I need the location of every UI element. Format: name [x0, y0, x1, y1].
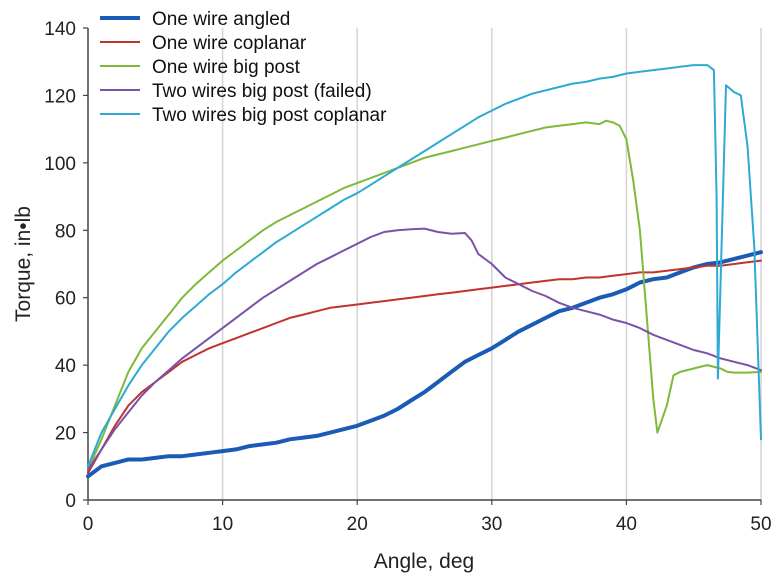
series-line-5: [87, 64, 762, 468]
x-tick-label-0: 0: [83, 514, 94, 535]
y-tick-label-0: 0: [65, 491, 76, 512]
legend-label-5: Two wires big post coplanar: [152, 105, 387, 126]
y-tick-label-80: 80: [55, 221, 76, 242]
x-tick-label-50: 50: [750, 514, 771, 535]
series-line-2: [87, 259, 762, 474]
series-line-3: [87, 119, 762, 471]
series-line-4: [87, 227, 762, 471]
plot-area: [88, 28, 761, 500]
legend-label-3: One wire big post: [152, 57, 301, 78]
x-tick-label-40: 40: [616, 514, 637, 535]
y-tick-label-60: 60: [55, 289, 76, 310]
legend-label-2: One wire coplanar: [152, 33, 307, 54]
x-tick-label-20: 20: [347, 514, 368, 535]
axes: [83, 27, 762, 505]
y-tick-label-100: 100: [44, 154, 76, 175]
y-tick-label-40: 40: [55, 356, 76, 377]
x-tick-label-10: 10: [212, 514, 233, 535]
series-line-1: [86, 250, 763, 479]
y-tick-label-140: 140: [44, 19, 76, 40]
x-tick-label-30: 30: [481, 514, 502, 535]
legend: One wire angled One wire coplanar One wire…: [100, 9, 387, 126]
legend-label-1: One wire angled: [152, 9, 290, 30]
legend-label-4: Two wires big post (failed): [152, 81, 372, 102]
y-axis-title: Torque, in•lb: [12, 206, 35, 322]
y-tick-label-120: 120: [44, 86, 76, 107]
y-tick-label-20: 20: [55, 424, 76, 445]
x-axis-title: Angle, deg: [374, 550, 474, 573]
tick-labels: 0 20 40 60 80 100 120 140 0 10 20 30 40 50: [44, 19, 771, 535]
series-lines: [86, 64, 763, 479]
